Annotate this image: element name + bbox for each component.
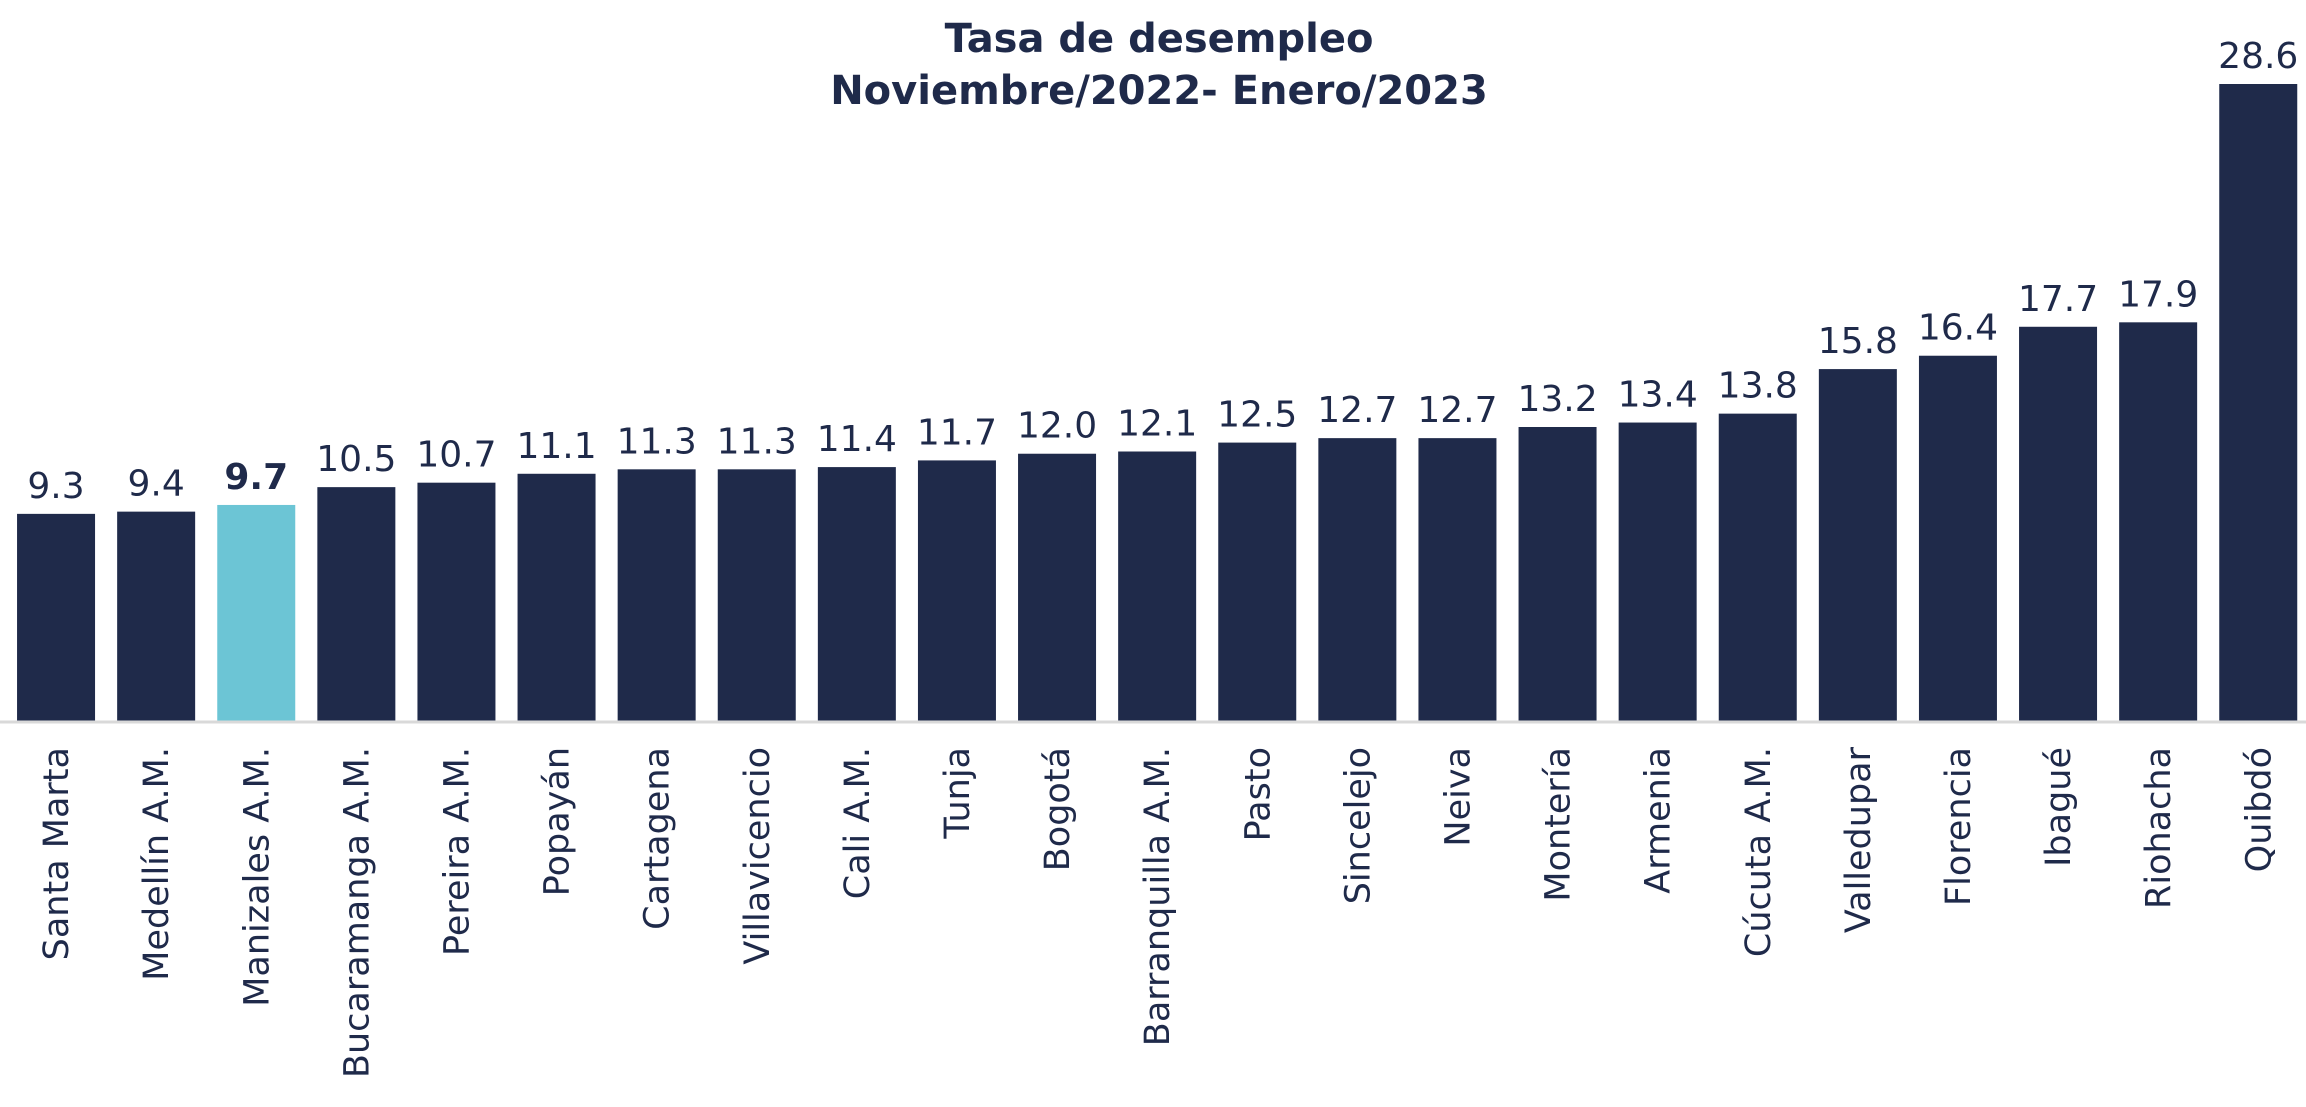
bar <box>1818 369 1897 721</box>
value-label: 12.1 <box>1117 404 1197 445</box>
bar <box>717 469 796 721</box>
x-tick-label: Bogotá <box>1038 747 1078 871</box>
bar <box>1518 427 1597 721</box>
value-label: 11.7 <box>917 412 997 453</box>
bar <box>617 469 696 721</box>
value-label: 10.7 <box>416 435 496 476</box>
value-label: 11.3 <box>617 421 697 462</box>
bar <box>517 473 596 721</box>
x-tick-label: Quibdó <box>2239 747 2279 872</box>
value-label: 17.9 <box>2118 274 2198 315</box>
bar <box>1118 451 1197 721</box>
x-tick-label: Bucaramanga A.M. <box>337 747 377 1078</box>
value-label: 12.0 <box>1017 406 1097 447</box>
x-tick-label: Manizales A.M. <box>237 747 277 1007</box>
bar <box>317 487 396 721</box>
bar <box>817 467 896 721</box>
value-label: 13.4 <box>1618 375 1698 416</box>
x-tick-label: Tunja <box>938 747 978 840</box>
value-label: 9.4 <box>128 464 185 505</box>
bar <box>1218 442 1297 721</box>
bar <box>417 482 496 721</box>
value-label: 9.7 <box>224 457 288 498</box>
x-tick-label: Popayán <box>538 747 578 896</box>
value-label: 10.5 <box>316 439 396 480</box>
bar <box>1018 453 1097 721</box>
x-tick-label: Cartagena <box>638 747 678 930</box>
value-label: 11.1 <box>516 426 596 467</box>
x-tick-label: Barranquilla A.M. <box>1138 747 1178 1046</box>
x-tick-label: Neiva <box>1438 747 1478 847</box>
bar <box>217 504 296 721</box>
value-label: 12.7 <box>1317 390 1397 431</box>
bar <box>917 460 996 721</box>
x-tick-label: Pasto <box>1238 747 1278 841</box>
value-label: 11.4 <box>817 419 897 460</box>
value-label: 11.3 <box>717 421 797 462</box>
x-tick-label: Sincelejo <box>1338 747 1378 904</box>
x-tick-label: Armenia <box>1639 747 1679 894</box>
bar <box>1918 355 1997 721</box>
x-tick-label: Santa Marta <box>37 747 77 960</box>
value-label: 13.2 <box>1517 379 1597 420</box>
bar <box>2219 84 2298 721</box>
chart-subtitle: Noviembre/2022- Enero/2023 <box>830 68 1488 114</box>
x-tick-label: Montería <box>1539 747 1579 902</box>
bar <box>1318 438 1397 721</box>
value-label: 9.3 <box>27 466 84 507</box>
value-label: 12.5 <box>1217 395 1297 436</box>
x-tick-label: Florencia <box>1939 747 1979 906</box>
value-label: 16.4 <box>1918 308 1998 349</box>
bar <box>1618 422 1697 721</box>
chart-title: Tasa de desempleo <box>945 16 1374 62</box>
x-tick-label: Riohacha <box>2139 747 2179 909</box>
bar <box>1718 413 1797 721</box>
value-label: 15.8 <box>1818 321 1898 362</box>
bar <box>117 511 196 721</box>
value-label: 17.7 <box>2018 279 2098 320</box>
x-tick-label: Cúcuta A.M. <box>1739 747 1779 957</box>
x-tick-label: Medellín A.M. <box>137 747 177 981</box>
value-label: 12.7 <box>1417 390 1497 431</box>
x-tick-label: Villavicencio <box>738 747 778 965</box>
x-tick-label: Valledupar <box>1839 746 1879 933</box>
x-tick-label: Ibagué <box>2039 747 2079 867</box>
x-tick-label: Cali A.M. <box>838 747 878 899</box>
x-tick-label: Pereira A.M. <box>437 747 477 956</box>
value-label: 13.8 <box>1718 366 1798 407</box>
bar <box>1418 438 1497 721</box>
bar <box>17 513 96 721</box>
value-label: 28.6 <box>2218 36 2298 77</box>
bar <box>2119 322 2198 721</box>
bar <box>2019 326 2098 721</box>
